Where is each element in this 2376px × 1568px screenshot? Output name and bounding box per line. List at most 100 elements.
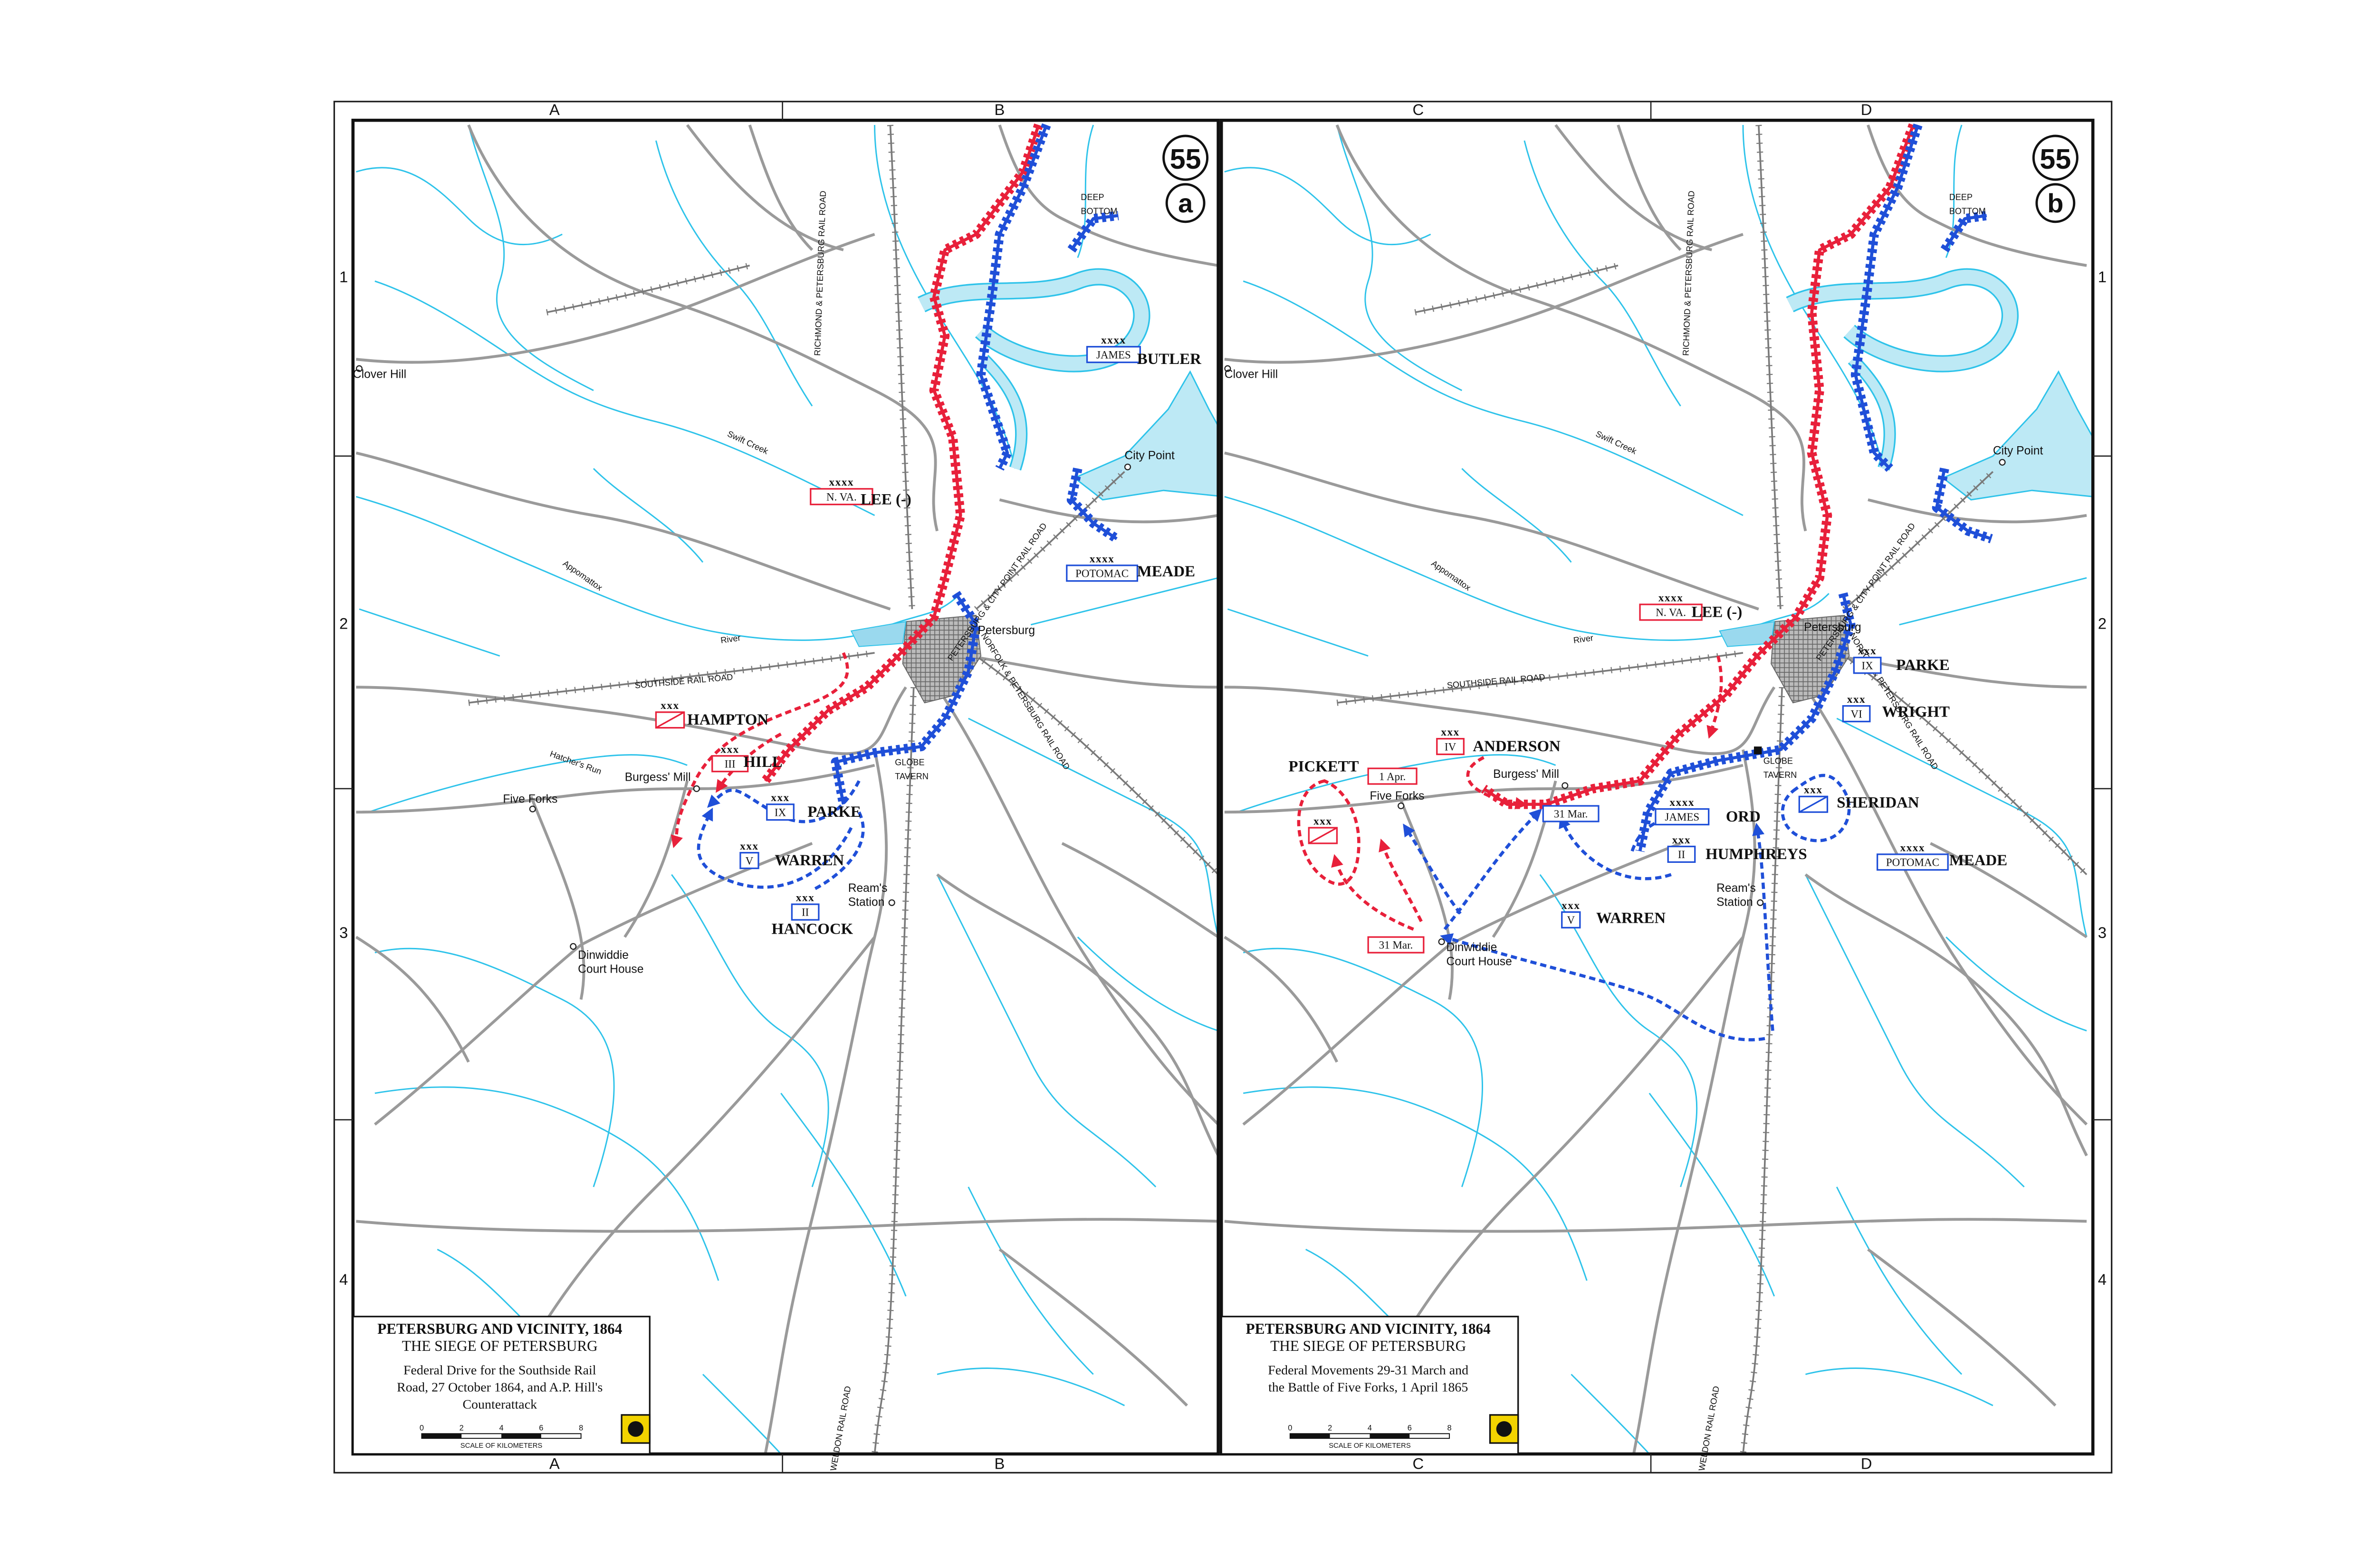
cavalry-slash xyxy=(655,711,685,729)
place-dot xyxy=(1398,802,1405,810)
grid-column-label: D xyxy=(1861,1455,1872,1472)
place-label: BOTTOM xyxy=(1081,206,1117,216)
plate-number: 55 xyxy=(2040,143,2071,175)
place-label: Ream's xyxy=(1716,882,1756,895)
trench-line xyxy=(1854,124,1920,470)
scale-tick: 4 xyxy=(1368,1424,1372,1433)
place-dot xyxy=(1999,459,2006,466)
emblem xyxy=(1489,1414,1519,1444)
place-label: River xyxy=(1573,633,1594,645)
map-caption: the Battle of Five Forks, 1 April 1865 xyxy=(1268,1380,1468,1395)
grid-row-label: 2 xyxy=(2098,614,2107,632)
date-label: 1 Apr. xyxy=(1379,771,1406,783)
map-heading: PETERSBURG AND VICINITY, 1864 xyxy=(1246,1320,1491,1337)
unit-designation: V xyxy=(1567,914,1575,926)
unit-symbol xyxy=(1561,911,1581,929)
place-label: DEEP xyxy=(1081,192,1104,202)
place-dot xyxy=(529,805,536,813)
unit-commander: HILL xyxy=(743,754,782,771)
unit-echelon: xxx xyxy=(661,699,679,711)
unit-symbol xyxy=(1877,853,1949,871)
map-caption: Road, 27 October 1864, and A.P. Hill's xyxy=(397,1380,603,1395)
unit-symbol xyxy=(1853,657,1882,674)
unit-commander: SHERIDAN xyxy=(1837,794,1919,811)
plate-circle xyxy=(1162,134,1209,181)
place-label: Dinwiddie xyxy=(1447,941,1497,954)
scale-tick: 2 xyxy=(1328,1424,1332,1433)
date-label: 31 Mar. xyxy=(1379,939,1413,951)
place-label: NORFOLK & PETERSBURG RAIL ROAD xyxy=(979,631,1072,771)
title-block xyxy=(1220,1316,1519,1455)
place-label: Swift Creek xyxy=(1594,429,1638,457)
unit-designation: VI xyxy=(1850,708,1862,720)
unit-designation: II xyxy=(1678,849,1685,860)
unit-symbol xyxy=(739,851,759,870)
unit-echelon: xxx xyxy=(771,792,789,803)
place-label: Station xyxy=(1716,896,1753,908)
scale-tick: 8 xyxy=(579,1424,583,1433)
unit-echelon: xxx xyxy=(740,840,758,852)
geography-a xyxy=(356,125,1224,1454)
trench-line xyxy=(764,124,1040,782)
unit-designation: POTOMAC xyxy=(1075,568,1129,580)
place-label: SOUTHSIDE RAIL ROAD xyxy=(1447,672,1545,690)
place-dot xyxy=(1124,463,1131,470)
place-label: RICHMOND & PETERSBURG RAIL ROAD xyxy=(1681,191,1696,356)
scale-segment xyxy=(422,1434,462,1439)
place-label: Clover Hill xyxy=(353,368,406,381)
place-label: GLOBE xyxy=(1763,756,1793,765)
grid-column-label: C xyxy=(1412,101,1424,118)
place-dot xyxy=(355,365,363,372)
scale-tick: 4 xyxy=(499,1424,503,1433)
unit-symbol xyxy=(791,903,820,921)
unit-symbol xyxy=(1639,603,1703,621)
scale-tick: 0 xyxy=(420,1424,424,1433)
place-dot xyxy=(1438,938,1445,946)
unit-designation: IX xyxy=(775,806,786,818)
unit-symbol xyxy=(766,803,795,821)
place-label: Petersburg xyxy=(1804,621,1861,634)
unit-echelon: xxxx xyxy=(1900,841,1926,853)
unit-echelon: xxxx xyxy=(1101,334,1126,346)
map-subtitle: THE SIEGE OF PETERSBURG xyxy=(1270,1338,1466,1354)
plate-number: 55 xyxy=(1170,143,1201,175)
unit-designation: JAMES xyxy=(1096,349,1131,361)
grid-ticks xyxy=(334,101,2112,1473)
map-frame-b xyxy=(1219,118,2095,1456)
trench-line xyxy=(761,123,1044,784)
unit-echelon: xxx xyxy=(1804,784,1822,796)
place-label: Five Forks xyxy=(1370,790,1424,803)
place-label: GLOBE xyxy=(895,758,924,767)
grid-row-label: 4 xyxy=(339,1271,348,1288)
unit-echelon: xxx xyxy=(1441,726,1459,738)
unit-commander: WARREN xyxy=(775,852,844,869)
scale-label: SCALE OF KILOMETERS xyxy=(460,1442,543,1450)
map-caption: Federal Movements 29-31 March and xyxy=(1268,1363,1468,1377)
grid-column-label: C xyxy=(1412,1455,1424,1472)
unit-commander: LEE (-) xyxy=(1692,603,1743,621)
unit-designation: II xyxy=(802,907,809,918)
scale-tick: 2 xyxy=(460,1424,464,1433)
unit-echelon: xxx xyxy=(1847,693,1866,705)
panel-circle xyxy=(2035,183,2076,223)
geography-b-base xyxy=(1225,125,2093,1454)
unit-symbol xyxy=(1436,738,1465,755)
trench-line xyxy=(1943,214,1987,251)
emblem-seal xyxy=(628,1421,644,1437)
unit-designation: IV xyxy=(1445,741,1456,753)
unit-designation: V xyxy=(746,855,754,867)
unit-symbol xyxy=(1066,564,1139,582)
place-label: TAVERN xyxy=(1763,770,1797,780)
unit-echelon: xxx xyxy=(1672,834,1691,846)
unit-commander: PARKE xyxy=(1896,657,1950,674)
grid-row-label: 4 xyxy=(2098,1271,2107,1288)
unit-commander: MEADE xyxy=(1949,852,2007,869)
unit-designation: POTOMAC xyxy=(1886,857,1939,869)
title-block xyxy=(352,1316,651,1455)
unit-symbol xyxy=(711,755,749,773)
place-label: Five Forks xyxy=(503,793,557,805)
unit-commander: MEADE xyxy=(1137,563,1195,580)
date-box xyxy=(1367,936,1425,954)
map-heading: PETERSBURG AND VICINITY, 1864 xyxy=(377,1320,623,1337)
place-label: TAVERN xyxy=(895,772,929,781)
